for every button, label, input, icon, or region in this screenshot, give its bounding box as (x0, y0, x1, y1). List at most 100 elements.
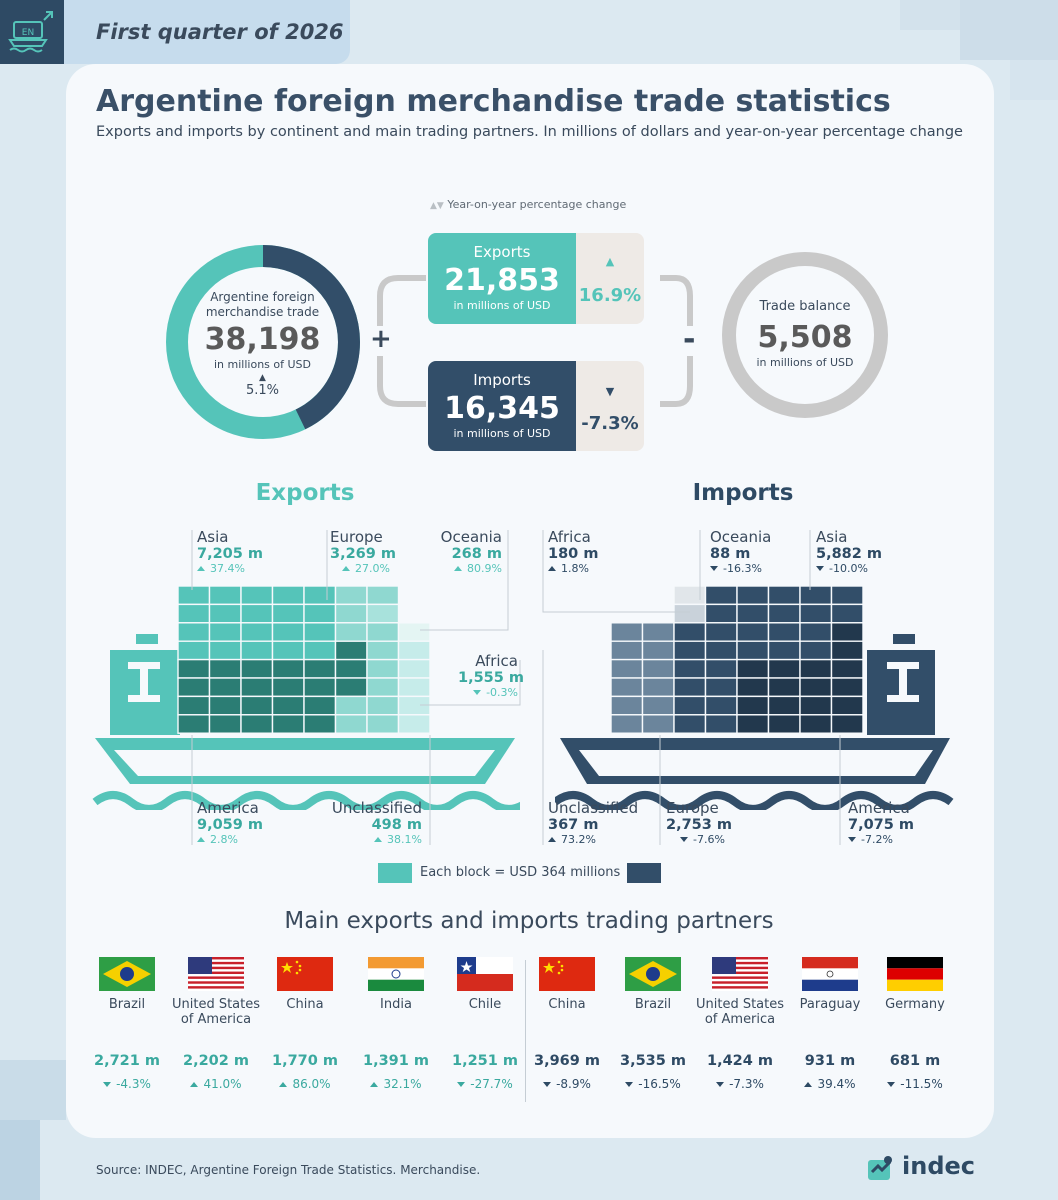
up-triangle-icon (548, 566, 556, 571)
down-triangle-icon: ▼ (605, 385, 615, 398)
partner-name: China (286, 997, 324, 1012)
partner-value: 1,770 m (271, 1053, 339, 1069)
region-value: 7,075 m (848, 817, 915, 833)
imports-change-value: -7.3% (581, 413, 639, 434)
partner-change-value: -7.3% (729, 1077, 764, 1091)
svg-text:EN: EN (22, 28, 34, 38)
block-legend: Each block = USD 364 millions (420, 865, 621, 880)
germany-flag-icon (887, 957, 943, 991)
region-name: Africa (475, 652, 518, 670)
down-triangle-icon (103, 1082, 112, 1087)
total-value: 38,198 (204, 322, 321, 357)
partner-change: -4.3% (87, 1077, 167, 1091)
region-change: -10.0% (829, 562, 868, 575)
partner-change: -27.7% (445, 1077, 525, 1091)
region-value: 88 m (710, 546, 751, 562)
trade-balance-ring (722, 252, 888, 418)
region-name: Oceania (440, 528, 502, 546)
partner-value: 681 m (889, 1053, 941, 1069)
exports-change-value: 16.9% (578, 285, 642, 306)
region-name: Asia (197, 528, 229, 546)
ring-imports (166, 245, 360, 439)
region-change: -16.3% (723, 562, 762, 575)
paraguay-flag-icon (802, 957, 858, 991)
partner-name: United States of America (695, 997, 785, 1027)
ship-waves (92, 791, 520, 810)
import-region-europe: Europe 2,753 m -7.6% (666, 799, 732, 846)
up-triangle-icon: ▲ (259, 373, 266, 383)
up-triangle-icon (197, 566, 205, 571)
imports-summary-label: Imports (473, 371, 531, 389)
region-value: 9,059 m (197, 817, 264, 833)
export-region-unclassified: Unclassified 498 m 38.1% (330, 799, 422, 846)
import-region-asia: Asia 5,882 m -10.0% (816, 528, 882, 575)
region-name: Oceania (710, 528, 772, 546)
china-flag-icon (539, 957, 595, 991)
partner-name: Brazil (634, 997, 672, 1012)
region-value: 268 m (451, 546, 502, 562)
region-name: Asia (816, 528, 848, 546)
region-change: 38.1% (387, 833, 422, 846)
region-name: Unclassified (331, 799, 422, 817)
partner-change: 32.1% (356, 1077, 436, 1091)
partner-name: Brazil (108, 997, 146, 1012)
partner-value: 931 m (804, 1053, 856, 1069)
africa-block (397, 714, 431, 734)
partner-name: India (380, 997, 412, 1012)
ship-chimney (893, 634, 915, 644)
exports-ship (92, 585, 520, 810)
total-label-line1: Argentine foreign (210, 290, 315, 304)
partner-value: 1,391 m (362, 1053, 430, 1069)
down-triangle-icon (716, 1082, 725, 1087)
partner-change: 86.0% (265, 1077, 345, 1091)
partner-change: 41.0% (176, 1077, 256, 1091)
yoy-legend: ▲▼ Year-on-year percentage change (430, 198, 626, 211)
brand-name: indec (902, 1152, 975, 1180)
imports-summary-unit: in millions of USD (453, 427, 551, 440)
export-region-america: America 9,059 m 2.8% (197, 799, 263, 846)
imports-summary-value: 16,345 (444, 391, 560, 426)
exports-summary-value: 21,853 (444, 263, 560, 298)
region-value: 2,753 m (666, 817, 733, 833)
partner-change-value: 86.0% (292, 1077, 331, 1091)
partner-value: 3,969 m (533, 1053, 601, 1069)
total-label: Argentine foreign merchandise trade (185, 290, 340, 320)
page-subtitle: Exports and imports by continent and mai… (96, 124, 963, 140)
source-note: Source: INDEC, Argentine Foreign Trade S… (96, 1163, 481, 1177)
partner-value: 2,721 m (93, 1053, 161, 1069)
region-value: 5,882 m (816, 546, 883, 562)
indec-logo[interactable] (866, 1154, 896, 1186)
exports-summary: Exports 21,853 in millions of USD (428, 233, 576, 324)
ship-waves (555, 791, 954, 810)
partner-name: Paraguay (799, 997, 861, 1012)
partner-change-value: 39.4% (817, 1077, 856, 1091)
imports-ship (555, 585, 954, 810)
export-region-africa: Africa 1,555 m -0.3% (458, 652, 524, 699)
total-change: ▲ 5.1% (185, 373, 340, 398)
partner-value: 3,535 m (619, 1053, 687, 1069)
indec-logo-icon (868, 1156, 892, 1180)
export-region-oceania: Oceania 268 m 80.9% (438, 528, 502, 575)
down-triangle-icon (710, 566, 718, 571)
down-triangle-icon (457, 1082, 466, 1087)
region-value: 498 m (371, 817, 422, 833)
import-region-america: America 7,075 m -7.2% (848, 799, 914, 846)
region-change: -0.3% (486, 686, 518, 699)
partner-change-value: -11.5% (900, 1077, 943, 1091)
summary-brackets (377, 275, 693, 407)
brazil-flag-icon (625, 957, 681, 991)
page-title: Argentine foreign merchandise trade stat… (96, 84, 891, 119)
yoy-triangles-icon: ▲▼ (430, 201, 444, 211)
language-logo[interactable]: EN (0, 0, 64, 64)
region-change: -7.6% (693, 833, 725, 846)
chile-flag-icon (457, 957, 513, 991)
import-region-oceania: Oceania 88 m -16.3% (710, 528, 771, 575)
balance-label: Trade balance (759, 299, 851, 314)
down-triangle-icon (473, 690, 482, 695)
down-triangle-icon (848, 837, 856, 842)
region-value: 7,205 m (197, 546, 264, 562)
up-triangle-icon (279, 1082, 288, 1087)
partner-change-value: -16.5% (638, 1077, 681, 1091)
region-value: 3,269 m (330, 546, 397, 562)
partner-name: China (548, 997, 586, 1012)
